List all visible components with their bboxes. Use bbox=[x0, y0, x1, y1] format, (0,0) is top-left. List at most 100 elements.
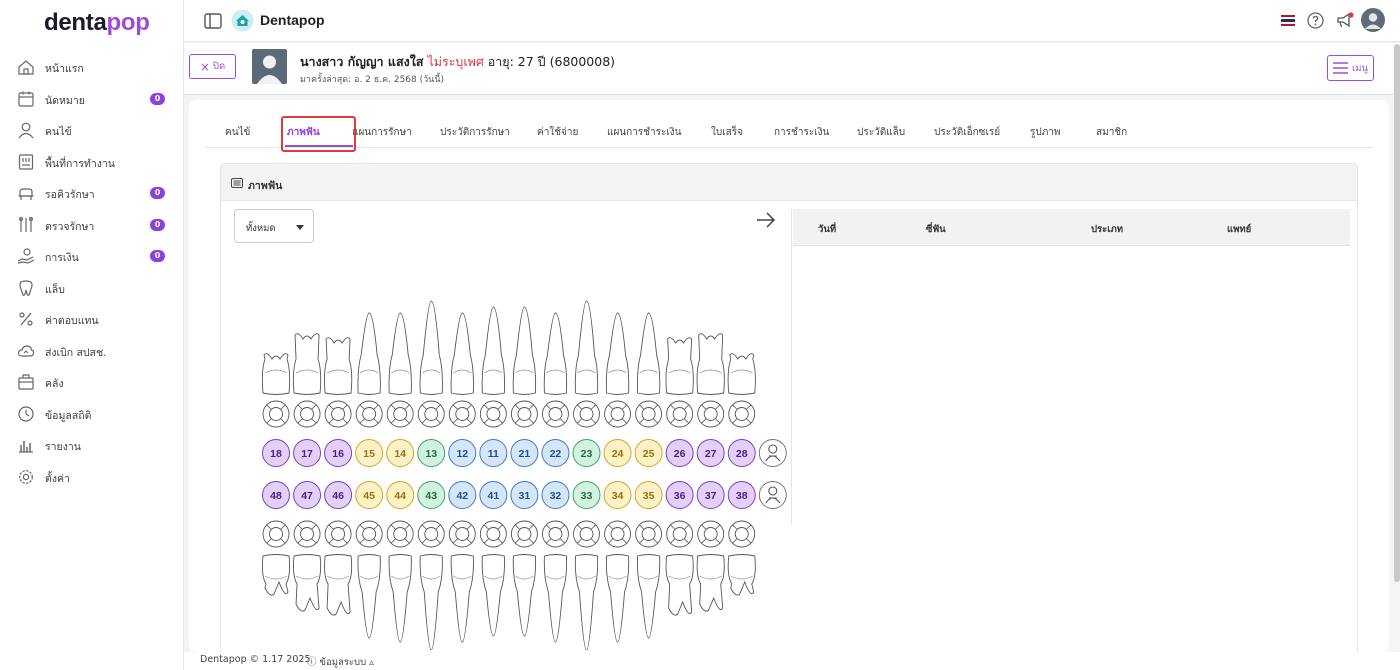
app-title: Dentapop bbox=[260, 12, 325, 28]
tab-2[interactable]: แผนการรักษา bbox=[352, 127, 412, 138]
system-info-link[interactable]: ⓘ ข้อมูลระบบ ▵ bbox=[307, 657, 374, 668]
sidebar-item-4[interactable]: รอคิวรักษา 0 bbox=[0, 179, 183, 207]
upper-tooth-outline bbox=[605, 312, 630, 395]
lower-occlusal bbox=[608, 538, 614, 544]
sidebar-item-7[interactable]: แล็บ bbox=[0, 274, 183, 302]
thai-flag-icon[interactable] bbox=[1281, 15, 1295, 26]
sidebar-item-3[interactable]: พื้นที่การทำงาน bbox=[0, 148, 183, 176]
tooth-15[interactable]: 15 bbox=[355, 439, 384, 467]
tooth-16[interactable]: 16 bbox=[324, 439, 353, 467]
tooth-23[interactable]: 23 bbox=[572, 439, 601, 467]
lower-occlusal bbox=[328, 538, 334, 544]
lower-occlusal bbox=[670, 524, 676, 530]
tooth-number: 35 bbox=[643, 490, 655, 502]
tooth-25[interactable]: 25 bbox=[634, 439, 663, 467]
upper-occlusal bbox=[373, 404, 379, 410]
upper-tooth-outline bbox=[574, 300, 599, 395]
lower-tooth-outline bbox=[264, 575, 288, 580]
gear-icon bbox=[19, 469, 33, 484]
tab-3[interactable]: ประวัติการรักษา bbox=[440, 127, 510, 138]
sidebar-item-9[interactable]: ส่งเบิก สปสช. bbox=[0, 337, 183, 365]
sidebar-item-12[interactable]: รายงาน bbox=[0, 431, 183, 459]
tab-9[interactable]: ประวัติเอ็กซเรย์ bbox=[934, 127, 1001, 138]
tooth-circle bbox=[324, 481, 353, 509]
tooth-13[interactable]: 13 bbox=[417, 439, 446, 467]
tab-5[interactable]: แผนการชำระเงิน bbox=[607, 127, 682, 138]
tooth-11[interactable]: 11 bbox=[479, 439, 508, 467]
tooth-12[interactable]: 12 bbox=[448, 439, 477, 467]
tab-0[interactable]: คนไข้ bbox=[225, 127, 251, 138]
tooth-47[interactable]: 47 bbox=[293, 481, 322, 509]
upper-occlusal bbox=[610, 407, 625, 421]
upper-occlusal bbox=[545, 418, 552, 424]
tooth-18[interactable]: 18 bbox=[262, 439, 290, 467]
col-doctor: แพทย์ bbox=[1227, 224, 1252, 235]
patient-name-line: นางสาว กัญญา แสงใส ไม่ระบุเพศ อายุ: 27 ป… bbox=[300, 52, 615, 72]
sidebar-item-11[interactable]: ข้อมูลสถิติ bbox=[0, 400, 183, 428]
tooth-21[interactable]: 21 bbox=[510, 439, 539, 467]
tooth-42[interactable]: 42 bbox=[448, 481, 477, 509]
tab-11[interactable]: สมาชิก bbox=[1096, 127, 1128, 138]
tooth-44[interactable]: 44 bbox=[386, 481, 415, 509]
help-icon[interactable] bbox=[1307, 12, 1324, 29]
tooth-48[interactable]: 48 bbox=[262, 481, 290, 509]
tooth-38[interactable]: 38 bbox=[727, 481, 756, 509]
lower-occlusal bbox=[528, 538, 534, 544]
close-patient-button[interactable]: × ปิด bbox=[189, 54, 236, 79]
upper-occlusal bbox=[342, 418, 348, 424]
sidebar-item-label: รอคิวรักษา bbox=[45, 189, 95, 201]
tooth-34[interactable]: 34 bbox=[603, 481, 632, 509]
tooth-45[interactable]: 45 bbox=[355, 481, 384, 509]
upper-occlusal bbox=[497, 418, 503, 424]
sidebar-item-10[interactable]: คลัง bbox=[0, 368, 183, 396]
patient-menu-button[interactable]: เมนู bbox=[1327, 55, 1374, 81]
tooth-22[interactable]: 22 bbox=[541, 439, 570, 467]
upper-occlusal bbox=[404, 404, 410, 410]
tooth-17[interactable]: 17 bbox=[293, 439, 322, 467]
sidebar-item-8[interactable]: ค่าตอบแทน bbox=[0, 305, 183, 333]
sidebar-item-label: ค่าตอบแทน bbox=[45, 315, 99, 327]
tooth-43[interactable]: 43 bbox=[417, 481, 446, 509]
tooth-37[interactable]: 37 bbox=[696, 481, 725, 509]
tooth-14[interactable]: 14 bbox=[386, 439, 415, 467]
tooth-filter-select[interactable]: ทั้งหมด bbox=[234, 209, 314, 243]
tooth-36[interactable]: 36 bbox=[665, 481, 694, 509]
upper-jaw-icon[interactable] bbox=[758, 439, 787, 467]
sidebar-item-2[interactable]: คนไข้ bbox=[0, 116, 183, 144]
tab-6[interactable]: ใบเสร็จ bbox=[711, 127, 743, 138]
lower-tooth-outline bbox=[326, 575, 350, 580]
tooth-46[interactable]: 46 bbox=[324, 481, 353, 509]
page-scrollbar[interactable] bbox=[1394, 44, 1400, 582]
profile-avatar-icon[interactable] bbox=[1361, 8, 1385, 32]
tooth-27[interactable]: 27 bbox=[696, 439, 725, 467]
sidebar-item-5[interactable]: ตรวจรักษา 0 bbox=[0, 211, 183, 239]
tooth-28[interactable]: 28 bbox=[727, 439, 756, 467]
sidebar-item-label: ข้อมูลสถิติ bbox=[45, 409, 92, 422]
tooth-circle bbox=[293, 439, 322, 467]
tooth-35[interactable]: 35 bbox=[634, 481, 663, 509]
sidebar-item-0[interactable]: หน้าแรก bbox=[0, 53, 183, 81]
tooth-26[interactable]: 26 bbox=[665, 439, 694, 467]
tab-1[interactable]: ภาพฟัน bbox=[287, 127, 320, 138]
tooth-33[interactable]: 33 bbox=[572, 481, 601, 509]
sidebar-item-13[interactable]: ตั้งค่า bbox=[0, 463, 183, 491]
lower-occlusal bbox=[342, 538, 348, 544]
tab-4[interactable]: ค่าใช้จ่าย bbox=[537, 127, 579, 138]
app-logo[interactable]: dentapop bbox=[44, 9, 150, 36]
tooth-24[interactable]: 24 bbox=[603, 439, 632, 467]
tab-8[interactable]: ประวัติแล็บ bbox=[857, 127, 906, 138]
tooth-41[interactable]: 41 bbox=[479, 481, 508, 509]
upper-occlusal bbox=[652, 418, 659, 424]
tab-7[interactable]: การชำระเงิน bbox=[774, 127, 830, 138]
sidebar-item-6[interactable]: การเงิน 0 bbox=[0, 242, 183, 270]
tooth-31[interactable]: 31 bbox=[510, 481, 539, 509]
announcement-icon[interactable] bbox=[1335, 11, 1355, 30]
tooth-32[interactable]: 32 bbox=[541, 481, 570, 509]
sidebar-item-1[interactable]: นัดหมาย 0 bbox=[0, 85, 183, 113]
lower-tooth-outline bbox=[608, 575, 627, 580]
tab-10[interactable]: รูปภาพ bbox=[1030, 127, 1061, 138]
tooth-circle bbox=[696, 481, 725, 509]
sidebar-toggle-icon[interactable] bbox=[204, 13, 222, 29]
lower-jaw-icon[interactable] bbox=[758, 481, 787, 509]
arrow-right-icon[interactable] bbox=[755, 210, 777, 230]
